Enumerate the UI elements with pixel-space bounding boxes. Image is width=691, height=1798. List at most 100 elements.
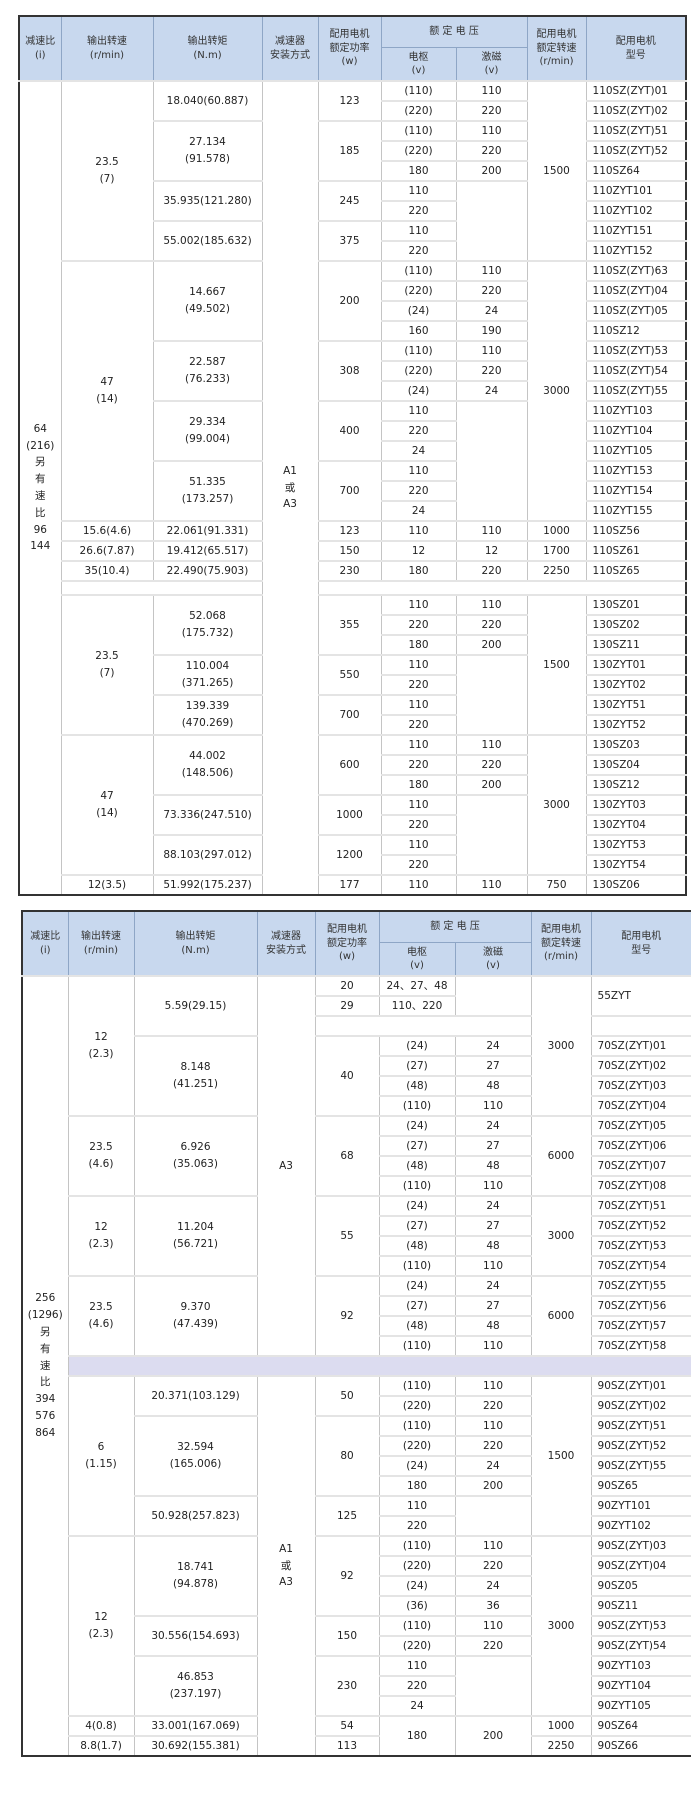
cell-armature-voltage: 110、220 <box>378 995 456 1017</box>
table-row: 23.5 (7) 52.068 (175.732) 355 110 110 1500 130… <box>19 594 687 736</box>
cell-motor-model: 130SZ04 <box>585 754 687 776</box>
table-row: 32.594 (165.006) 80 (110) 110 90SZ(ZYT)51 <box>22 1415 691 1497</box>
cell-motor-rpm: 1000 <box>530 1715 592 1737</box>
cell-armature-voltage: 110 <box>380 180 457 202</box>
cell-excitation-voltage: 24 <box>454 1115 532 1137</box>
cell-motor-model: 110SZ56 <box>585 520 687 542</box>
cell-excitation-voltage <box>455 794 528 876</box>
cell-motor-power: 177 <box>317 874 382 896</box>
table-row: 220 220 130SZ04 <box>19 754 687 776</box>
cell-excitation-voltage: 200 <box>455 160 528 182</box>
cell-excitation-voltage: 200 <box>455 774 528 796</box>
header-motor-power: 配用电机 额定功率 (w) <box>317 15 382 82</box>
header-mounting: 减速器 安装方式 <box>261 15 319 82</box>
cell-motor-power: 123 <box>317 520 382 542</box>
cell-armature-voltage: 110 <box>378 1495 456 1517</box>
table-row: 29.334 (99.004) 400 110 110ZYT103 <box>19 400 687 522</box>
cell-armature-voltage: (48) <box>378 1235 456 1257</box>
cell-motor-model: 110ZYT102 <box>585 200 687 222</box>
cell-ratio: 64 (216) 另 有 速 比 96 144 <box>18 80 62 896</box>
cell-excitation-voltage <box>454 975 532 1017</box>
cell-mounting: A3 <box>256 975 316 1357</box>
cell-motor-power: 700 <box>317 460 382 522</box>
cell-excitation-voltage: 220 <box>455 140 528 162</box>
cell-armature-voltage: (220) <box>380 100 457 122</box>
cell-excitation-voltage: 220 <box>454 1555 532 1577</box>
cell-motor-model: 110ZYT153 <box>585 460 687 482</box>
cell-motor-rpm: 3000 <box>530 975 592 1117</box>
cell-output-torque: 19.412(65.517) <box>152 540 263 562</box>
table-row: (24) 24 110SZ(ZYT)05 <box>19 300 687 322</box>
cell-excitation-voltage: 220 <box>454 1635 532 1657</box>
cell-excitation-voltage: 190 <box>455 320 528 342</box>
cell-motor-power: 150 <box>314 1615 380 1657</box>
cell-motor-model: 90SZ05 <box>590 1575 691 1597</box>
cell-motor-model: 90SZ65 <box>590 1475 691 1497</box>
cell-motor-model: 130SZ02 <box>585 614 687 636</box>
cell-output-speed: 35(10.4) <box>60 560 154 582</box>
cell-motor-model: 90SZ(ZYT)01 <box>590 1375 691 1397</box>
table-row: 23.5 (4.6) 9.370 (47.439) 92 (24) 24 6000 70SZ… <box>22 1275 691 1357</box>
cell-motor-model: 110SZ12 <box>585 320 687 342</box>
cell-output-torque: 6.926 (35.063) <box>133 1115 258 1197</box>
table-row: (220) 220 90SZ(ZYT)52 <box>22 1435 691 1457</box>
cell-motor-model: 110SZ64 <box>585 160 687 182</box>
table-row: (27) 27 70SZ(ZYT)52 <box>22 1215 691 1237</box>
cell-armature-voltage: 24 <box>378 1695 456 1717</box>
cell-output-torque: 14.667 (49.502) <box>152 260 263 342</box>
cell-output-speed: 12 (2.3) <box>67 975 135 1117</box>
cell-output-torque: 30.556(154.693) <box>133 1615 258 1657</box>
cell-motor-model: 90ZYT102 <box>590 1515 691 1537</box>
cell-motor-model: 110SZ(ZYT)04 <box>585 280 687 302</box>
table-row: 220 110ZYT102 <box>19 200 687 222</box>
cell-output-torque: 51.992(175.237) <box>152 874 263 896</box>
cell-excitation-voltage: 110 <box>455 120 528 142</box>
table-row: 24 90ZYT105 <box>22 1695 691 1717</box>
cell-motor-power: 185 <box>317 120 382 182</box>
cell-motor-model: 130ZYT53 <box>585 834 687 856</box>
cell-output-torque: 30.692(155.381) <box>133 1735 258 1757</box>
cell-excitation-voltage: 12 <box>455 540 528 562</box>
cell-motor-model: 90SZ(ZYT)51 <box>590 1415 691 1437</box>
cell-armature-voltage: (27) <box>378 1135 456 1157</box>
cell-output-speed: 47 (14) <box>60 260 154 522</box>
header-output-torque: 输出转矩 (N.m) <box>133 910 258 977</box>
table-row: (48) 48 70SZ(ZYT)03 <box>22 1075 691 1097</box>
table-row: 47 (14) 14.667 (49.502) 200 (110) 110 3000 110… <box>19 260 687 522</box>
table-row: 23.5 (4.6) 6.926 (35.063) 68 (24) 24 6000 70SZ… <box>22 1115 691 1197</box>
cell-output-torque: 29.334 (99.004) <box>152 400 263 462</box>
cell-motor-model: 90SZ(ZYT)52 <box>590 1435 691 1457</box>
header-motor-power: 配用电机 额定功率 (w) <box>314 910 380 977</box>
header-ratio: 减速比 (i) <box>18 15 62 82</box>
cell-output-torque: 27.134 (91.578) <box>152 120 263 182</box>
cell-motor-power: 68 <box>314 1115 380 1197</box>
cell-output-speed: 15.6(4.6) <box>60 520 154 542</box>
table-row: 160 190 110SZ12 <box>19 320 687 342</box>
cell-armature-voltage: (220) <box>380 140 457 162</box>
cell-armature-voltage: 24 <box>380 500 457 522</box>
table-row: 220 110ZYT104 <box>19 420 687 442</box>
cell-motor-model: 70SZ(ZYT)02 <box>590 1055 691 1077</box>
cell-motor-model: 90SZ66 <box>590 1735 691 1757</box>
cell-motor-power: 400 <box>317 400 382 462</box>
cell-motor-model: 70SZ(ZYT)04 <box>590 1095 691 1117</box>
cell-armature-voltage: 110 <box>380 874 457 896</box>
cell-armature-voltage: (110) <box>378 1175 456 1197</box>
header-motor-model: 配用电机 型号 <box>590 910 691 977</box>
cell-excitation-voltage: 110 <box>454 1335 532 1357</box>
cell-output-torque: 51.335 (173.257) <box>152 460 263 522</box>
cell-excitation-voltage: 24 <box>455 380 528 402</box>
cell-output-speed: 26.6(7.87) <box>60 540 154 562</box>
cell-excitation-voltage <box>455 180 528 262</box>
cell-excitation-voltage: 220 <box>455 560 528 582</box>
cell-armature-voltage: 220 <box>378 1515 456 1537</box>
cell-motor-model: 90SZ11 <box>590 1595 691 1617</box>
cell-motor-power: 355 <box>317 594 382 656</box>
table-row: 220 90ZYT104 <box>22 1675 691 1697</box>
cell-excitation-voltage: 48 <box>454 1155 532 1177</box>
table-row: (110) 110 70SZ(ZYT)04 <box>22 1095 691 1117</box>
cell-motor-model: 90SZ(ZYT)02 <box>590 1395 691 1417</box>
cell-motor-model: 70SZ(ZYT)54 <box>590 1255 691 1277</box>
cell-output-torque: 50.928(257.823) <box>133 1495 258 1537</box>
cell-motor-power: 125 <box>314 1495 380 1537</box>
